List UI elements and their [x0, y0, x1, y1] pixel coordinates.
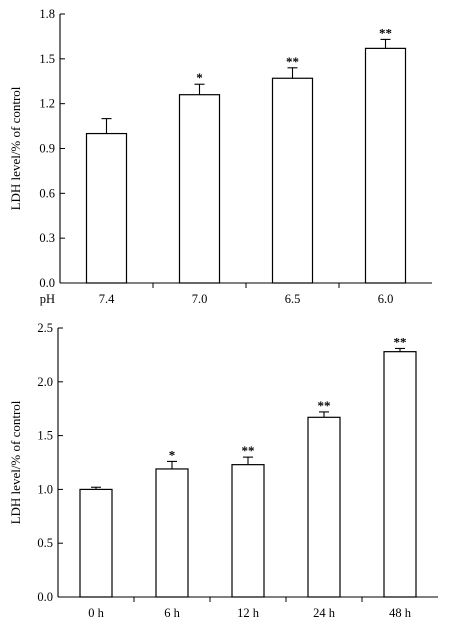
x-tick-label: 12 h — [237, 606, 260, 620]
y-tick-label: 1.5 — [37, 429, 53, 443]
ph-chart: 0.0 0.3 0.6 0.9 1.2 1.5 1.8 7.4 * 7.0 ** 6.5 ** 6.0 pH… — [8, 7, 432, 306]
y-tick-label: 0.9 — [39, 142, 55, 156]
bar — [85, 132, 128, 284]
x-tick-label: 0 h — [88, 606, 104, 620]
y-tick-label: 0.6 — [39, 186, 55, 200]
x-tick-label: 7.0 — [192, 292, 208, 306]
y-tick-label: 0.0 — [39, 276, 55, 290]
y-tick-label: 1.2 — [39, 97, 55, 111]
y-tick-label: 1.8 — [39, 7, 55, 21]
significance-marker: ** — [379, 25, 392, 40]
bar — [155, 468, 189, 598]
x-tick-label: 6 h — [164, 606, 180, 620]
y-tick-label: 0.0 — [37, 590, 53, 604]
significance-marker: * — [169, 447, 176, 462]
significance-marker: ** — [242, 443, 255, 458]
x-tick-label: 48 h — [389, 606, 412, 620]
time-chart: 0.0 0.5 1.0 1.5 2.0 2.5 0 h * 6 h ** 12 h ** 24 h ** 4… — [8, 321, 438, 620]
y-tick-label: 1.5 — [39, 52, 55, 66]
x-tick-label: 6.5 — [285, 292, 301, 306]
bar — [271, 77, 314, 284]
bar — [178, 94, 221, 284]
y-tick-label: 2.5 — [37, 321, 53, 335]
y-axis-title: LDH level/% of control — [8, 86, 23, 210]
bar — [79, 488, 113, 598]
x-tick-label: 24 h — [313, 606, 336, 620]
bar — [364, 47, 407, 284]
bar — [383, 351, 417, 598]
x-tick-label: 6.0 — [378, 292, 394, 306]
significance-marker: ** — [394, 334, 407, 349]
y-tick-label: 2.0 — [37, 375, 53, 389]
bar — [231, 464, 265, 598]
significance-marker: ** — [318, 398, 331, 413]
significance-marker: ** — [286, 54, 299, 69]
significance-marker: * — [196, 70, 203, 85]
x-tick-label: 7.4 — [99, 292, 115, 306]
y-tick-label: 1.0 — [37, 482, 53, 496]
bar — [307, 416, 341, 598]
x-axis-prefix: pH — [40, 292, 55, 306]
y-axis-title: LDH level/% of control — [8, 400, 23, 524]
y-tick-label: 0.5 — [37, 536, 53, 550]
y-tick-label: 0.3 — [39, 231, 55, 245]
